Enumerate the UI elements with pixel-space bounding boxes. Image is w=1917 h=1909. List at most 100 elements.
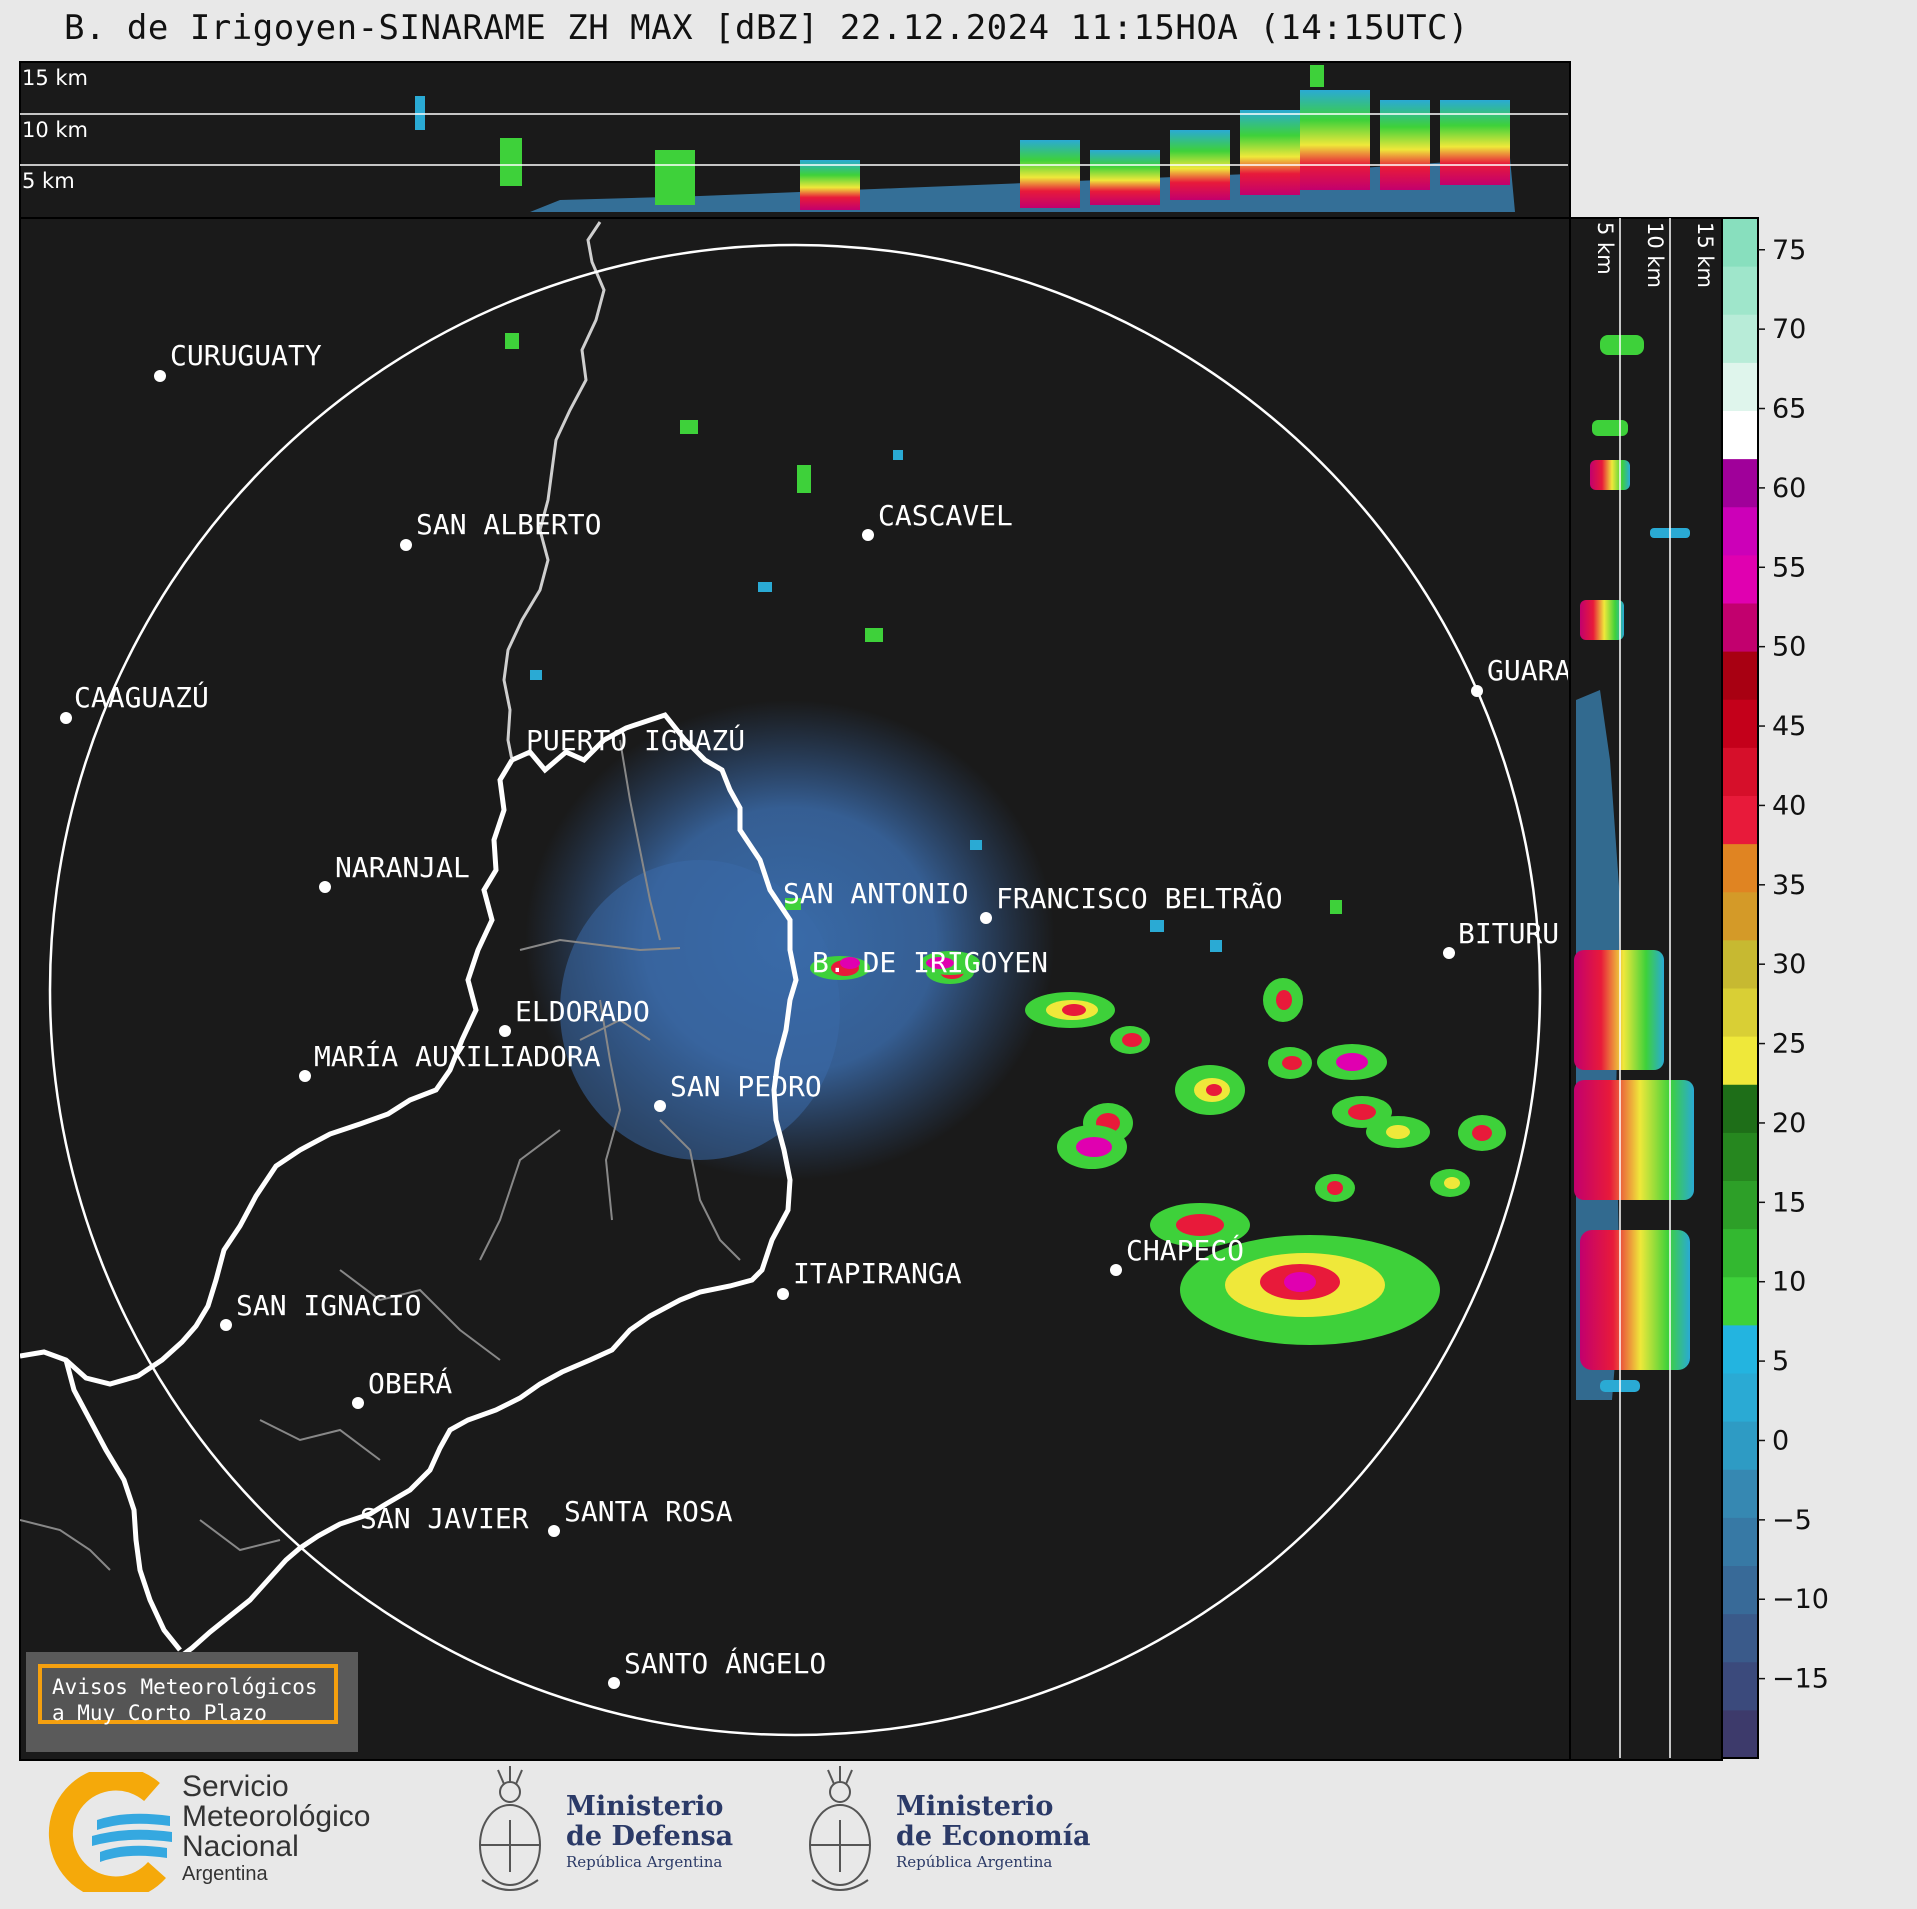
city-label-bituru: BITURU: [1458, 917, 1559, 950]
city-dot-eldorado: [499, 1025, 511, 1037]
top-label-15km: 15 km: [22, 66, 88, 90]
colorbar-segment: [1722, 1469, 1758, 1518]
colorbar-segment: [1722, 699, 1758, 748]
city-dot-itapiranga: [777, 1288, 789, 1300]
colorbar-segment: [1722, 1276, 1758, 1326]
national-seal-icon: [479, 1766, 541, 1891]
colorbar-tick-label: 65: [1772, 394, 1806, 425]
top-height-panel: 15 km 10 km 5 km: [19, 61, 1571, 219]
city-label-itapiranga: ITAPIRANGA: [793, 1257, 962, 1290]
colorbar-segment: [1722, 1132, 1758, 1181]
smn-line-2: Meteorológico: [182, 1800, 371, 1833]
city-label-santa-rosa: SANTA ROSA: [564, 1495, 733, 1528]
city-dot-guara: [1471, 685, 1483, 697]
city-dot-san-pedro: [654, 1100, 666, 1112]
colorbar-segment: [1722, 747, 1758, 796]
colorbar-segment: [1722, 891, 1758, 941]
colorbar-segment: [1722, 1324, 1758, 1374]
warning-line-1: Avisos Meteorológicos: [52, 1675, 318, 1699]
colorbar-tick-label: 40: [1772, 790, 1806, 821]
colorbar-tick-label: −15: [1772, 1664, 1829, 1695]
smn-line-1: Servicio: [182, 1770, 289, 1803]
colorbar-segment: [1722, 458, 1758, 508]
city-dot-curuguaty: [154, 370, 166, 382]
city-label-santo-angelo: SANTO ÁNGELO: [624, 1646, 826, 1680]
city-label-san-pedro: SAN PEDRO: [670, 1070, 822, 1103]
country-borders: [20, 221, 799, 1674]
top-label-5km: 5 km: [22, 169, 75, 193]
colorbar-segment: [1722, 1180, 1758, 1230]
smn-line-4: Argentina: [182, 1863, 268, 1885]
warning-badge[interactable]: Avisos Meteorológicos a Muy Corto Plazo: [38, 1664, 338, 1725]
city-dot-bituru: [1443, 947, 1455, 959]
city-dot-san-alberto: [400, 539, 412, 551]
national-seal-icon: [809, 1766, 871, 1891]
colorbar-segment: [1722, 506, 1758, 556]
city-label-san-ignacio: SAN IGNACIO: [236, 1289, 421, 1322]
colorbar-tick-label: 5: [1772, 1346, 1789, 1377]
city-label-eldorado: ELDORADO: [515, 995, 650, 1028]
colorbar-segment: [1722, 1565, 1758, 1615]
colorbar-tick-label: 30: [1772, 949, 1806, 980]
colorbar-segment: [1722, 1709, 1758, 1759]
colorbar-segment: [1722, 1613, 1758, 1663]
side-height-panel: 5 km 10 km 15 km: [1569, 217, 1723, 1761]
city-label-chapeco: CHAPECÓ: [1126, 1233, 1244, 1267]
colorbar-tick-label: −5: [1772, 1505, 1812, 1536]
side-label-5km: 5 km: [1593, 222, 1617, 275]
city-dot-chapeco: [1110, 1264, 1122, 1276]
colorbar-segment: [1722, 1036, 1758, 1085]
city-dot-obera: [352, 1397, 364, 1409]
side-label-15km: 15 km: [1693, 222, 1717, 288]
colorbar-tick-label: 75: [1772, 235, 1806, 266]
city-label-maria-auxiliadora: MARÍA AUXILIADORA: [314, 1039, 601, 1073]
colorbar-segment: [1722, 1421, 1758, 1470]
colorbar-segment: [1722, 1373, 1758, 1422]
city-label-naranjal: NARANJAL: [335, 851, 470, 884]
colorbar-tick-label: 20: [1772, 1108, 1806, 1139]
smn-emblem-icon: [48, 1772, 172, 1892]
side-panel-echoes: [1574, 335, 1694, 1400]
radar-map: CURUGUATY SAN ALBERTO CASCAVEL CAAGUAZÚ GUAR…: [19, 217, 1571, 1761]
defensa-line-1: Ministerio: [566, 1791, 724, 1822]
colorbar-segment: [1722, 988, 1758, 1037]
city-dot-santo-angelo: [608, 1677, 620, 1689]
colorbar-tick-label: 50: [1772, 632, 1806, 663]
city-label-obera: OBERÁ: [368, 1366, 452, 1400]
colorbar-segment: [1722, 266, 1758, 315]
colorbar-tick-label: 10: [1772, 1267, 1806, 1298]
colorbar-tick-label: 35: [1772, 870, 1806, 901]
city-label-curuguaty: CURUGUATY: [170, 339, 322, 372]
warning-line-2: a Muy Corto Plazo: [52, 1701, 267, 1725]
colorbar-tick-label: −10: [1772, 1584, 1829, 1615]
city-label-san-antonio: SAN ANTONIO: [783, 877, 968, 910]
storm-cells: [810, 951, 1506, 1345]
colorbar-segment: [1722, 795, 1758, 845]
colorbar-segment: [1722, 410, 1758, 460]
city-dot-francisco-beltrao: [980, 912, 992, 924]
colorbar-tick-label: 60: [1772, 473, 1806, 504]
city-dot-san-ignacio: [220, 1319, 232, 1331]
city-label-cascavel: CASCAVEL: [878, 499, 1013, 532]
colorbar-segment: [1722, 554, 1758, 604]
province-borders: [20, 739, 741, 1571]
smn-line-3: Nacional: [182, 1830, 299, 1863]
city-label-caaguazu: CAAGUAZÚ: [74, 680, 209, 714]
city-dot-maria-auxiliadora: [299, 1070, 311, 1082]
colorbar-segment: [1722, 603, 1758, 652]
colorbar-segment: [1722, 218, 1758, 267]
city-dot-santa-rosa: [548, 1525, 560, 1537]
city-dot-caaguazu: [60, 712, 72, 724]
city-label-guara: GUARA: [1487, 654, 1571, 687]
colorbar-segment: [1722, 1517, 1758, 1566]
colorbar-segment: [1722, 1228, 1758, 1278]
colorbar-segment: [1722, 843, 1758, 893]
city-label-puerto-iguazu: PUERTO IGUAZÚ: [526, 723, 745, 757]
economia-line-2: de Economía: [896, 1821, 1091, 1852]
defensa-line-3: República Argentina: [566, 1853, 723, 1871]
colorbar-tick-label: 25: [1772, 1029, 1806, 1060]
side-label-10km: 10 km: [1643, 222, 1667, 288]
colorbar-tick-label: 15: [1772, 1187, 1806, 1218]
